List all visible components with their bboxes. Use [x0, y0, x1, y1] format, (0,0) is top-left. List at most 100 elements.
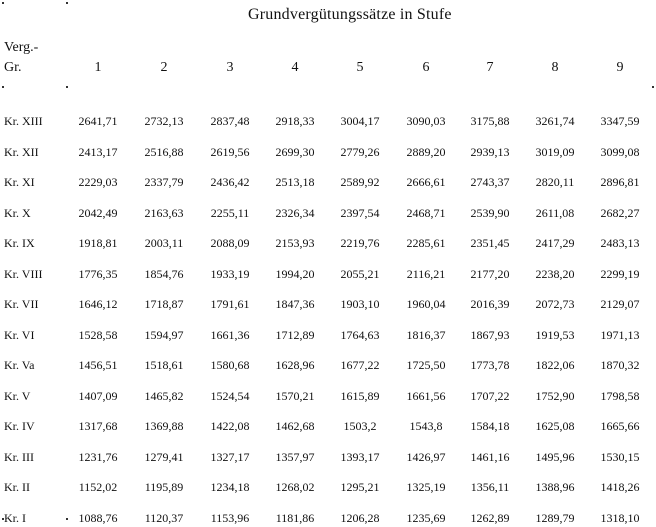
table-cell: 2918,33 [275, 114, 315, 128]
column-header-6: 6 [422, 60, 430, 75]
table-cell: 1816,37 [406, 327, 446, 342]
row-label: Kr. XII [4, 144, 39, 159]
table-cell: 1628,96 [275, 358, 315, 372]
row-label: Kr. X [4, 205, 31, 220]
table-cell: 2163,63 [144, 205, 184, 220]
table-row: Kr. VIII 1776,35 1854,76 1933,19 1994,20 2055… [0, 267, 656, 283]
column-header-4: 4 [291, 60, 299, 75]
column-header-7: 7 [486, 60, 494, 75]
table-cell: 2699,30 [275, 144, 315, 159]
table-row: Kr. I 1088,76 1120,37 1153,96 1181,86 1206,28… [0, 511, 656, 527]
table-cell: 1461,16 [470, 449, 510, 464]
table-cell: 1289,79 [535, 510, 575, 525]
table-cell: 2889,20 [406, 144, 446, 159]
table-cell: 2219,76 [340, 236, 380, 250]
table-cell: 1422,08 [210, 419, 250, 433]
table-cell: 1279,41 [144, 449, 184, 464]
table-cell: 1393,17 [340, 449, 380, 464]
table-cell: 1317,68 [78, 419, 118, 433]
table-cell: 2619,56 [210, 144, 250, 159]
table-cell: 1615,89 [340, 388, 380, 403]
table-cell: 1584,18 [470, 419, 510, 433]
table-cell: 1325,19 [406, 480, 446, 494]
table-cell: 1712,89 [275, 327, 315, 342]
table-cell: 1543,8 [409, 419, 443, 433]
table-cell: 1495,96 [535, 449, 575, 464]
table-cell: 3090,03 [406, 114, 446, 128]
table-cell: 1318,10 [600, 510, 640, 525]
table-cell: 2896,81 [600, 175, 640, 189]
table-cell: 1933,19 [210, 266, 250, 281]
table-cell: 3347,59 [600, 114, 640, 128]
table-cell: 1120,37 [144, 510, 184, 525]
table-cell: 2666,61 [406, 175, 446, 189]
table-cell: 3175,88 [470, 114, 510, 128]
table-cell: 1625,08 [535, 419, 575, 433]
table-cell: 1088,76 [78, 510, 118, 525]
table-cell: 2641,71 [78, 114, 118, 128]
table-cell: 1356,11 [470, 480, 510, 494]
tick-mark [2, 518, 4, 520]
table-row: Kr. XI 2229,03 2337,79 2436,42 2513,18 2589,9… [0, 175, 656, 191]
table-cell: 1580,68 [210, 358, 250, 372]
table-cell: 1847,36 [275, 297, 315, 311]
table-cell: 1594,97 [144, 327, 184, 342]
table-cell: 1661,56 [406, 388, 446, 403]
table-row: Kr. VI 1528,58 1594,97 1661,36 1712,89 1764,6… [0, 328, 656, 344]
table-cell: 2177,20 [470, 266, 510, 281]
table-cell: 1327,17 [210, 449, 250, 464]
table-cell: 1725,50 [406, 358, 446, 372]
table-cell: 1518,61 [144, 358, 184, 372]
table-cell: 1919,53 [535, 327, 575, 342]
table-row: Kr. X 2042,49 2163,63 2255,11 2326,34 2397,54… [0, 206, 656, 222]
row-label: Kr. XIII [4, 114, 43, 128]
table-cell: 1388,96 [535, 480, 575, 494]
table-row: Kr. IV 1317,68 1369,88 1422,08 1462,68 1503,2… [0, 419, 656, 435]
tick-mark [66, 86, 68, 88]
table-cell: 1960,04 [406, 297, 446, 311]
table-cell: 1646,12 [78, 297, 118, 311]
table-cell: 1426,97 [406, 449, 446, 464]
table-cell: 1195,89 [144, 480, 184, 494]
table-cell: 2516,88 [144, 144, 184, 159]
table-cell: 2299,19 [600, 266, 640, 281]
group-header-line2: Gr. [4, 60, 22, 75]
table-cell: 1822,06 [535, 358, 575, 372]
row-label: Kr. V [4, 388, 31, 403]
table-cell: 1369,88 [144, 419, 184, 433]
row-label: Kr. Va [4, 358, 35, 372]
table-cell: 1764,63 [340, 327, 380, 342]
table-cell: 1295,21 [340, 480, 380, 494]
table-cell: 1528,58 [78, 327, 118, 342]
table-cell: 2417,29 [535, 236, 575, 250]
table-cell: 2436,42 [210, 175, 250, 189]
table-cell: 1268,02 [275, 480, 315, 494]
table-cell: 1677,22 [340, 358, 380, 372]
table-cell: 2483,13 [600, 236, 640, 250]
column-header-2: 2 [160, 60, 168, 75]
table-cell: 1870,32 [600, 358, 640, 372]
row-label: Kr. XI [4, 175, 35, 189]
table-cell: 2837,48 [210, 114, 250, 128]
table-row: Kr. XIII 2641,71 2732,13 2837,48 2918,33 3004… [0, 114, 656, 130]
table-cell: 1357,97 [275, 449, 315, 464]
table-cell: 1707,22 [470, 388, 510, 403]
table-cell: 3004,17 [340, 114, 380, 128]
tick-mark [66, 2, 68, 4]
table-cell: 2153,93 [275, 236, 315, 250]
table-cell: 1206,28 [340, 510, 380, 525]
row-label: Kr. IX [4, 236, 35, 250]
table-cell: 2413,17 [78, 144, 118, 159]
table-cell: 1903,10 [340, 297, 380, 311]
table-cell: 1418,26 [600, 480, 640, 494]
table-cell: 2116,21 [406, 266, 446, 281]
table-cell: 1234,18 [210, 480, 250, 494]
table-cell: 2468,71 [406, 205, 446, 220]
table-cell: 1661,36 [210, 327, 250, 342]
table-cell: 1718,87 [144, 297, 184, 311]
table-cell: 2732,13 [144, 114, 184, 128]
table-cell: 1798,58 [600, 388, 640, 403]
table-cell: 2743,37 [470, 175, 510, 189]
table-cell: 1918,81 [78, 236, 118, 250]
table-cell: 2003,11 [144, 236, 184, 250]
